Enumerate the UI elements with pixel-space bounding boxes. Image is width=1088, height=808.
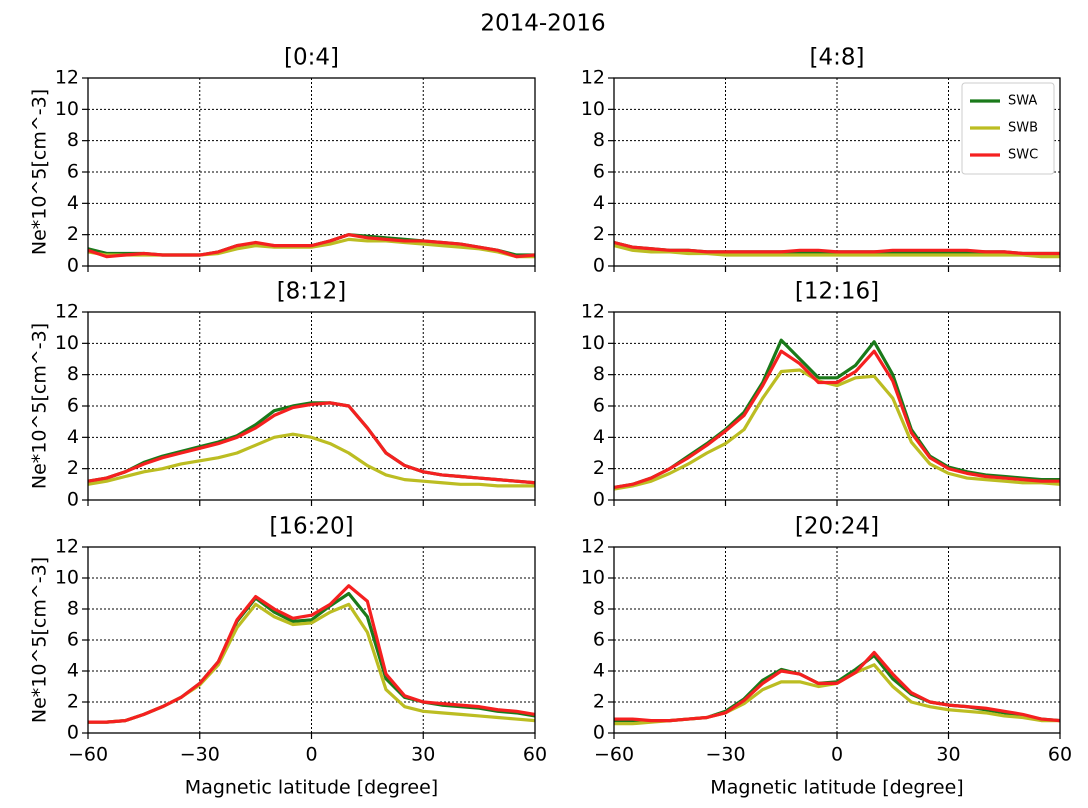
- y-tick-label: 6: [67, 395, 79, 417]
- y-tick-label: 10: [581, 567, 605, 589]
- axes-frame: [87, 546, 536, 734]
- x-tick-label: 0: [305, 744, 317, 766]
- x-tick-label: −60: [594, 744, 634, 766]
- y-tick-label: 12: [55, 536, 79, 558]
- y-tick-label: 8: [67, 363, 79, 385]
- x-tick-label: −30: [705, 744, 745, 766]
- axes-frame: [613, 546, 1061, 734]
- line: [613, 368, 1061, 491]
- y-tick-label: 2: [593, 223, 605, 245]
- x-tick-label: −30: [180, 744, 220, 766]
- line: [88, 584, 536, 724]
- x-axis-label: Magnetic latitude [degree]: [185, 777, 438, 799]
- axes-frame: [613, 77, 1061, 267]
- x-tick-label: 30: [411, 744, 435, 766]
- y-tick-label: 10: [55, 567, 79, 589]
- y-tick-label: 4: [67, 192, 79, 214]
- y-tick-label: 2: [67, 691, 79, 713]
- y-tick-label: 2: [593, 691, 605, 713]
- figure-title: 2014-2016: [480, 11, 605, 37]
- y-axis-label: Ne*10^5[cm^-3]: [29, 557, 51, 723]
- y-tick-label: 12: [55, 67, 79, 89]
- x-tick-label: −60: [68, 744, 108, 766]
- y-tick-label: 12: [581, 536, 605, 558]
- x-tick-label: 0: [831, 744, 843, 766]
- legend-box: [961, 82, 1055, 175]
- panel-title: [20:24]: [795, 514, 879, 540]
- line: [87, 401, 536, 485]
- axes-frame: [87, 77, 536, 267]
- axes-frame: [613, 311, 1061, 501]
- y-tick-label: 12: [581, 67, 605, 89]
- y-tick-label: 8: [67, 598, 79, 620]
- y-tick-label: 4: [593, 660, 605, 682]
- x-tick-label: 60: [1048, 744, 1072, 766]
- line: [613, 244, 1060, 259]
- legend-label: SWB: [1008, 121, 1038, 136]
- y-tick-label: 2: [67, 223, 79, 245]
- y-tick-label: 0: [67, 255, 79, 277]
- y-tick-label: 0: [593, 255, 605, 277]
- y-tick-label: 8: [593, 598, 605, 620]
- y-tick-label: 12: [581, 301, 605, 323]
- line: [87, 233, 536, 259]
- y-tick-label: 4: [67, 660, 79, 682]
- y-tick-label: 0: [67, 489, 79, 511]
- line: [614, 663, 1060, 726]
- y-tick-label: 4: [67, 426, 79, 448]
- panel-title: [0:4]: [284, 45, 339, 71]
- y-tick-label: 10: [55, 98, 79, 120]
- panel-title: [8:12]: [277, 279, 347, 305]
- y-tick-label: 6: [593, 161, 605, 183]
- y-tick-label: 10: [581, 98, 605, 120]
- y-tick-label: 10: [581, 332, 605, 354]
- y-tick-label: 2: [67, 457, 79, 479]
- panel-title: [12:16]: [795, 279, 879, 305]
- legend-label: SWA: [1008, 94, 1037, 109]
- y-tick-label: 0: [593, 722, 605, 744]
- legend-label: SWC: [1008, 148, 1038, 163]
- y-axis-label: Ne*10^5[cm^-3]: [29, 89, 51, 255]
- line: [613, 349, 1060, 490]
- y-axis-label: Ne*10^5[cm^-3]: [29, 323, 51, 489]
- y-tick-label: 6: [67, 161, 79, 183]
- panel-title: [16:20]: [269, 514, 353, 540]
- x-tick-label: 60: [523, 744, 547, 766]
- y-tick-label: 8: [67, 129, 79, 151]
- y-tick-label: 0: [593, 489, 605, 511]
- y-tick-label: 6: [593, 395, 605, 417]
- y-tick-label: 6: [593, 629, 605, 651]
- y-tick-label: 12: [55, 301, 79, 323]
- x-tick-label: 30: [936, 744, 960, 766]
- line: [87, 432, 535, 488]
- line: [613, 240, 1060, 256]
- y-tick-label: 8: [593, 363, 605, 385]
- y-tick-label: 0: [67, 722, 79, 744]
- y-tick-label: 4: [593, 192, 605, 214]
- x-axis-label: Magnetic latitude [degree]: [710, 777, 963, 799]
- y-tick-label: 4: [593, 426, 605, 448]
- line: [614, 650, 1061, 723]
- panel-title: [4:8]: [810, 45, 865, 71]
- y-tick-label: 6: [67, 629, 79, 651]
- y-tick-label: 10: [55, 332, 79, 354]
- y-tick-label: 2: [593, 457, 605, 479]
- axes-frame: [87, 311, 536, 501]
- y-tick-label: 8: [593, 129, 605, 151]
